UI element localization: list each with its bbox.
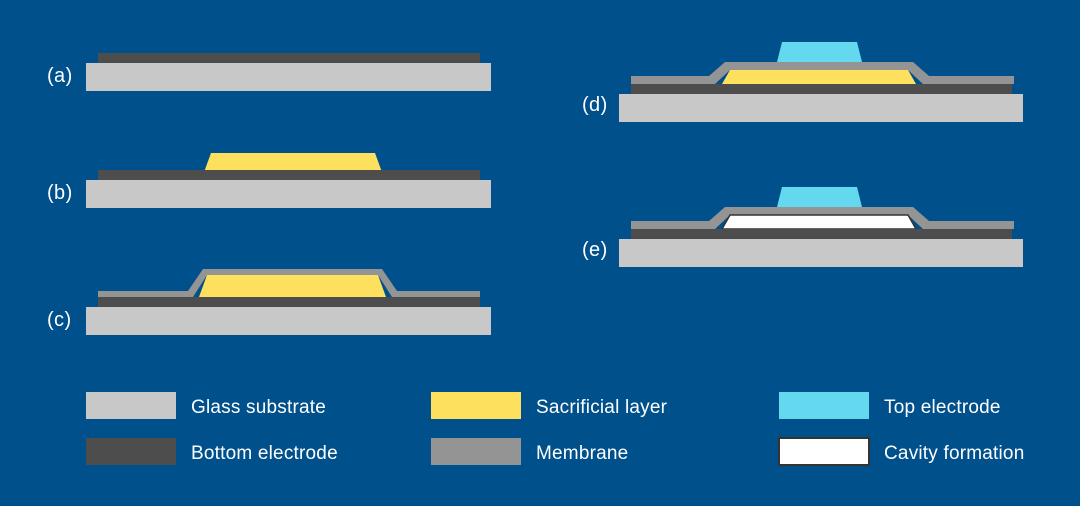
panel-d-label: (d) (582, 94, 608, 116)
panel-b-glass-substrate (86, 180, 491, 208)
panel-d-membrane (631, 62, 1014, 84)
panel-b-label: (b) (47, 182, 73, 204)
legend-label-cavity-formation: Cavity formation (884, 443, 1024, 464)
legend-label-sacrificial-layer: Sacrificial layer (536, 397, 668, 418)
panel-a: (a) (47, 53, 491, 91)
panel-e-bottom-electrode (631, 229, 1012, 239)
panel-a-label: (a) (47, 65, 73, 87)
panel-e-label: (e) (582, 239, 608, 261)
legend-swatch-top-electrode (779, 392, 869, 419)
panel-b-bottom-electrode (98, 170, 480, 180)
panel-d-bottom-electrode (631, 84, 1012, 94)
panel-e: (e) (582, 187, 1023, 267)
legend-label-bottom-electrode: Bottom electrode (191, 443, 338, 464)
legend: Glass substrate Bottom electrode Sacrifi… (86, 392, 1024, 466)
panel-b: (b) (47, 153, 491, 208)
legend-item-cavity-formation: Cavity formation (778, 437, 1024, 466)
panel-e-cavity (720, 214, 918, 230)
legend-item-membrane: Membrane (431, 438, 628, 465)
legend-label-glass-substrate: Glass substrate (191, 397, 326, 418)
panel-d-top-electrode (777, 42, 862, 62)
legend-label-top-electrode: Top electrode (884, 397, 1001, 418)
legend-item-glass-substrate: Glass substrate (86, 392, 326, 419)
panel-b-sacrificial-layer (203, 153, 383, 175)
panel-d: (d) (582, 42, 1023, 122)
panel-c-membrane (98, 269, 480, 297)
panel-c-sacrificial-layer (199, 275, 386, 297)
panel-c-glass-substrate (86, 307, 491, 335)
panel-c-bottom-electrode (98, 297, 480, 307)
panel-a-glass-substrate (86, 63, 491, 91)
panel-c: (c) (47, 269, 491, 335)
legend-item-bottom-electrode: Bottom electrode (86, 438, 338, 465)
legend-item-top-electrode: Top electrode (779, 392, 1001, 419)
legend-label-membrane: Membrane (536, 443, 628, 464)
legend-swatch-bottom-electrode (86, 438, 176, 465)
panel-d-glass-substrate (619, 94, 1023, 122)
panel-d-sacrificial-layer (722, 70, 916, 84)
panel-a-bottom-electrode (98, 53, 480, 63)
legend-item-sacrificial-layer: Sacrificial layer (431, 392, 668, 419)
legend-swatch-cavity-formation (778, 437, 870, 466)
legend-swatch-glass-substrate (86, 392, 176, 419)
panel-e-glass-substrate (619, 239, 1023, 267)
panel-c-label: (c) (47, 309, 72, 331)
panel-e-top-electrode (777, 187, 862, 207)
legend-swatch-membrane (431, 438, 521, 465)
legend-swatch-sacrificial-layer (431, 392, 521, 419)
panel-e-membrane (631, 207, 1014, 229)
